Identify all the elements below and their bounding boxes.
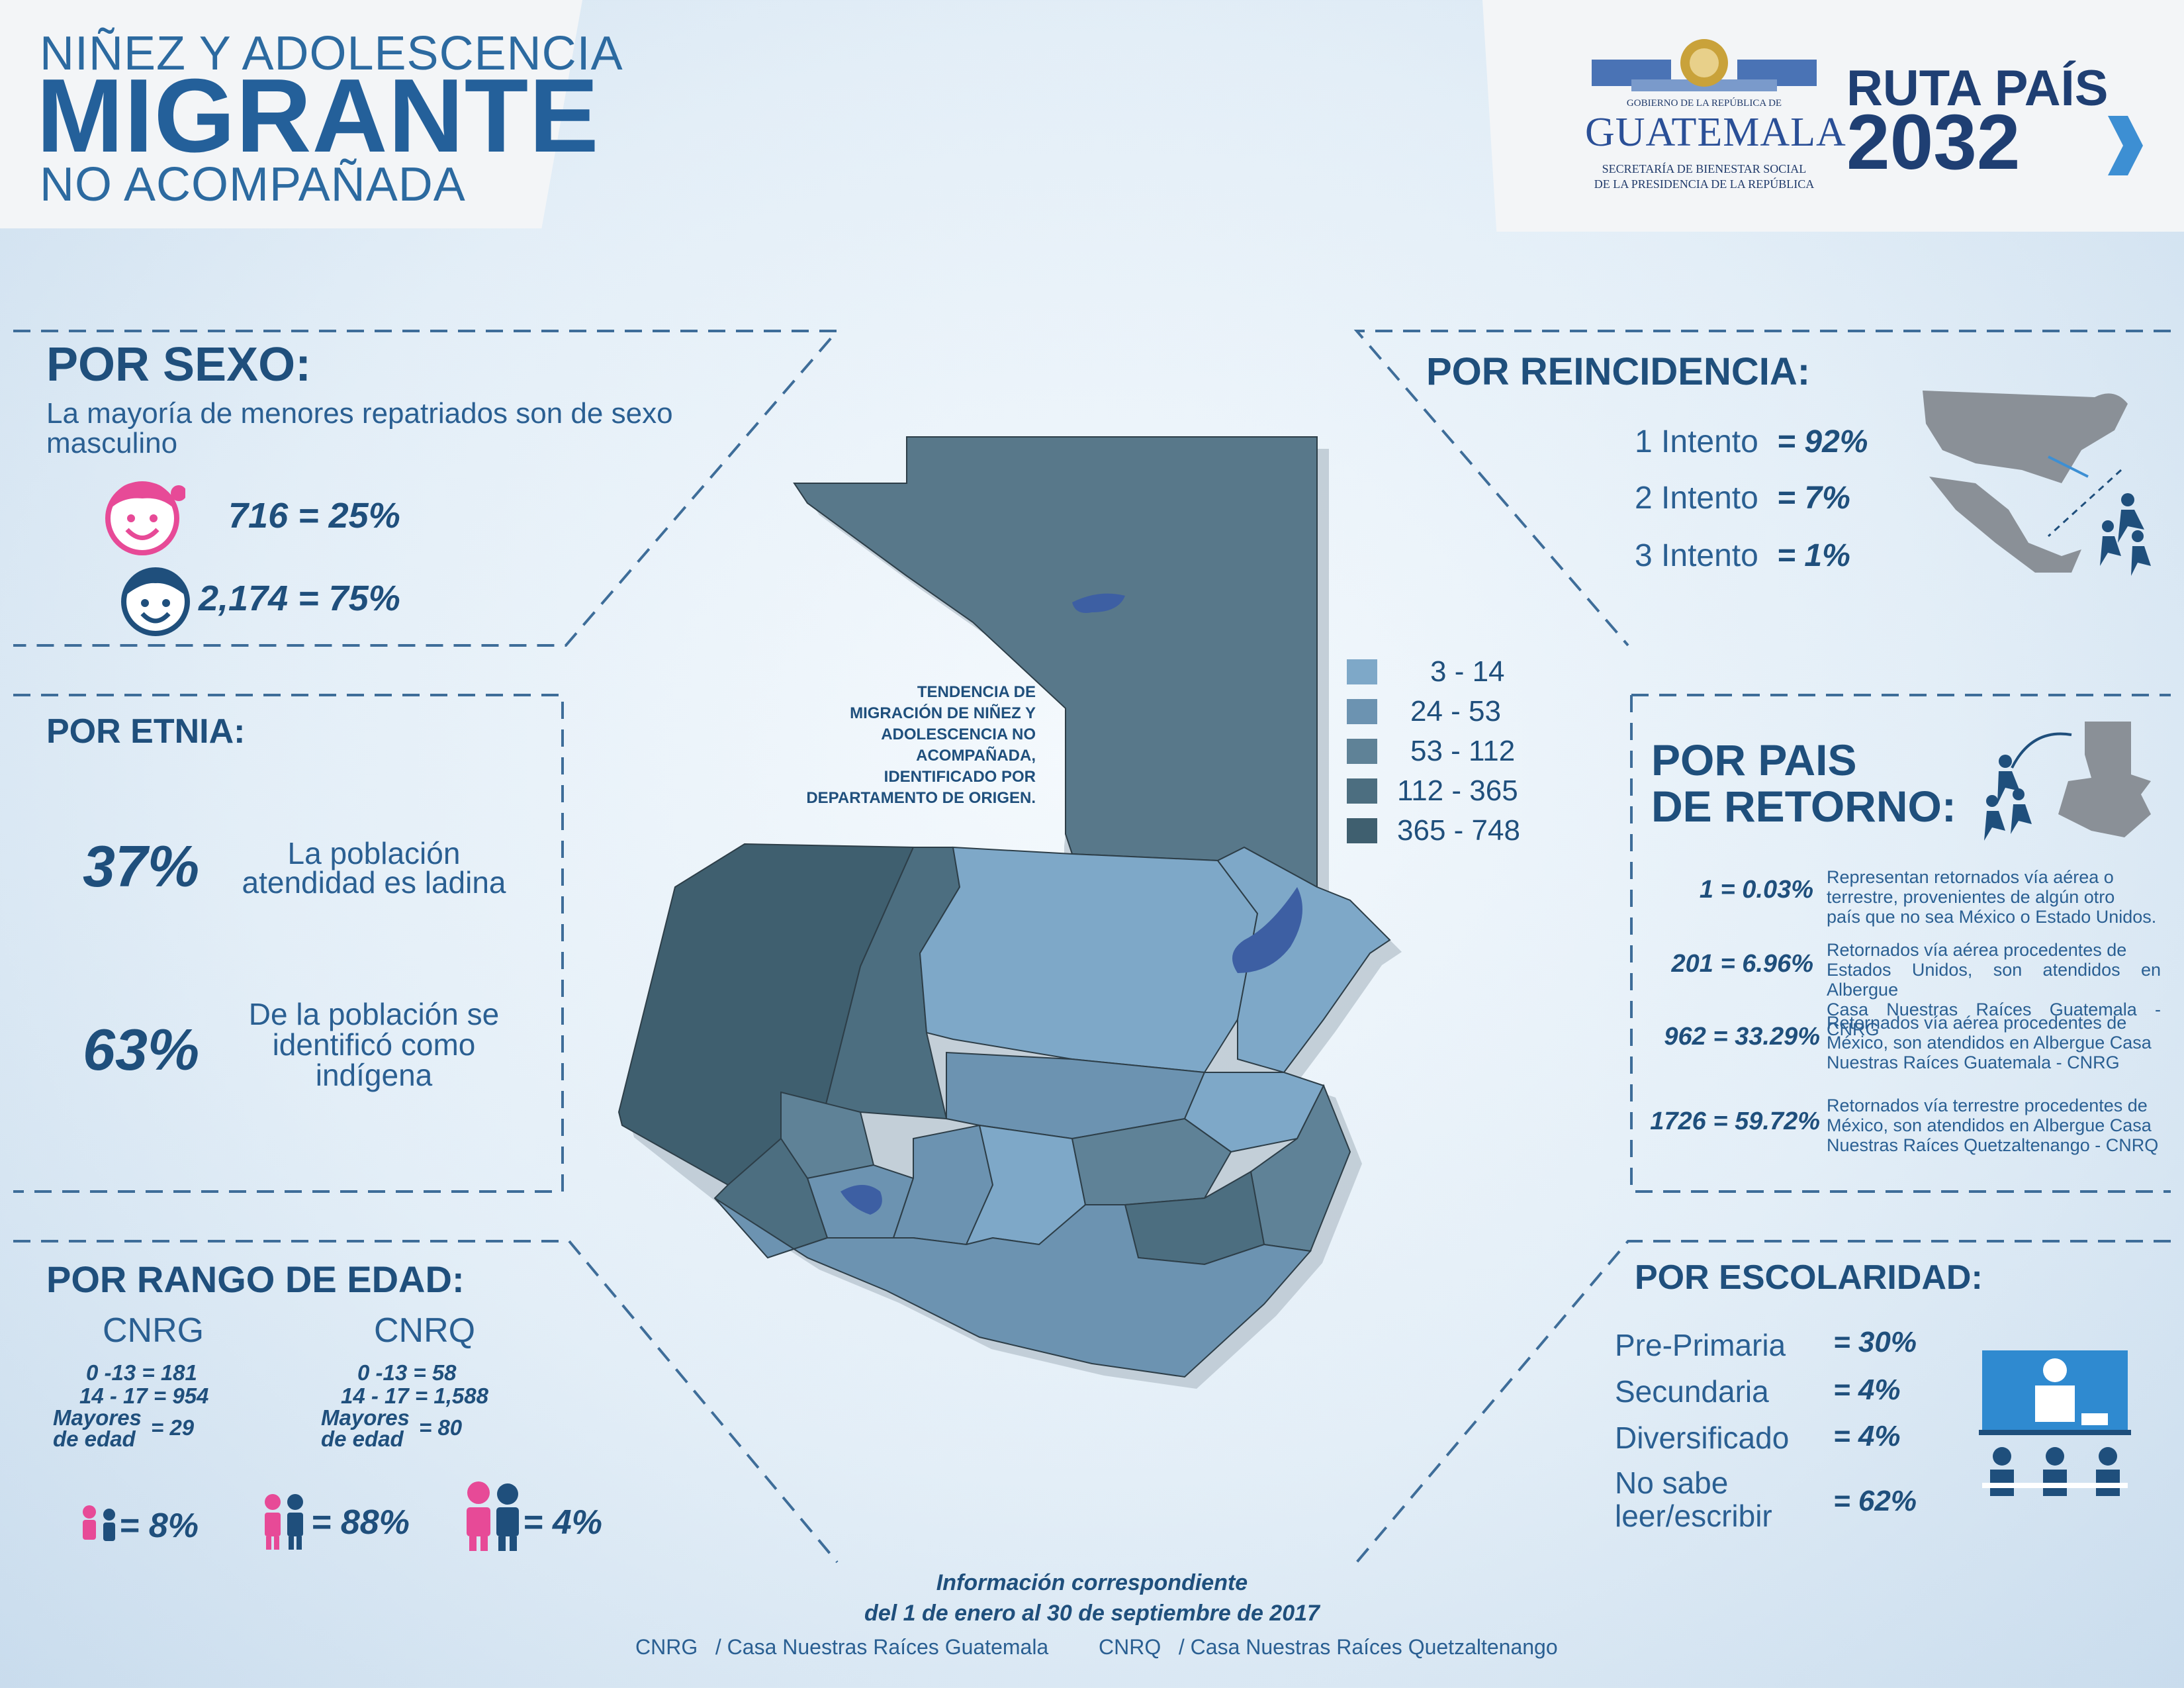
cnrq-range-3v: = 80	[419, 1415, 462, 1440]
adults-icon	[460, 1479, 526, 1552]
retorno-heading-2: DE RETORNO:	[1651, 781, 1956, 831]
cnrg-range-1: 0 -13 = 181	[86, 1360, 197, 1385]
retorno-desc-2a: Retornados vía aérea procedentes de	[1827, 940, 2161, 960]
retorno-stat-3: 962 = 33.29%	[1641, 1023, 1820, 1051]
teen-children-icon	[258, 1493, 311, 1552]
footer-cnrq: CNRQ / Casa Nuestras Raíces Quetzaltenan…	[1099, 1635, 1558, 1660]
escolaridad-label-2: Secundaria	[1615, 1374, 1769, 1409]
footer-cnrg: CNRG / Casa Nuestras Raíces Guatemala	[635, 1635, 1048, 1660]
etnia-pct-1: 37%	[83, 833, 199, 900]
reincidencia-label-3: 3 Intento	[1635, 538, 1758, 574]
escolaridad-value-4: = 62%	[1833, 1485, 1917, 1518]
return-guatemala-icon	[1979, 715, 2177, 847]
legend-label: 24 - 53	[1410, 695, 1501, 728]
legend-swatch	[1347, 818, 1377, 843]
retorno-desc-3c: Nuestras Raíces Guatemala - CNRG	[1827, 1053, 2161, 1072]
escolaridad-value-1: = 30%	[1833, 1326, 1917, 1359]
retorno-desc-4b: México, son atendidos en Albergue Casa	[1827, 1115, 2161, 1135]
legend-swatch	[1347, 699, 1377, 724]
legend-row: 24 - 53	[1347, 695, 1501, 728]
cnrg-label: CNRG	[103, 1311, 204, 1350]
escolaridad-label-1: Pre-Primaria	[1615, 1327, 1786, 1363]
retorno-stat-4: 1726 = 59.72%	[1641, 1107, 1820, 1136]
map-caption-4: ACOMPAÑADA,	[764, 745, 1036, 767]
footer-line-2: del 1 de enero al 30 de septiembre de 20…	[728, 1601, 1456, 1626]
retorno-stat-2: 201 = 6.96%	[1655, 950, 1813, 978]
reincidencia-value-2: = 7%	[1777, 480, 1850, 516]
sexo-heading: POR SEXO:	[46, 338, 311, 392]
retorno-desc-1c: país que no sea México o Estado Unidos.	[1827, 907, 2161, 927]
legend-swatch	[1347, 778, 1377, 804]
legend-row: 3 - 14	[1347, 655, 1505, 688]
escolaridad-heading: POR ESCOLARIDAD:	[1635, 1258, 1983, 1297]
cnrq-range-3b: de edad	[321, 1427, 404, 1452]
age-pct-3: = 4%	[523, 1503, 602, 1542]
region-peten	[794, 437, 1317, 887]
age-pct-2: = 88%	[311, 1503, 410, 1542]
north-america-map-icon	[1916, 384, 2184, 596]
reincidencia-label-2: 2 Intento	[1635, 480, 1758, 516]
map-caption-6: DEPARTAMENTO DE ORIGEN.	[764, 788, 1036, 809]
retorno-desc-4a: Retornados vía terrestre procedentes de	[1827, 1096, 2161, 1115]
map-caption: TENDENCIA DE MIGRACIÓN DE NIÑEZ Y ADOLES…	[764, 682, 1036, 809]
sexo-desc-1: La mayoría de menores repatriados son de…	[46, 397, 673, 430]
legend-label: 53 - 112	[1410, 735, 1515, 768]
etnia-text-2c: indígena	[225, 1057, 523, 1093]
map-caption-1: TENDENCIA DE	[764, 682, 1036, 703]
sexo-desc-2: masculino	[46, 427, 177, 460]
escolaridad-label-3: Diversificado	[1615, 1420, 1789, 1456]
retorno-desc-4c: Nuestras Raíces Quetzaltenango - CNRQ	[1827, 1135, 2161, 1155]
guatemala-map	[609, 424, 1535, 1450]
retorno-desc-4: Retornados vía terrestre procedentes de …	[1827, 1096, 2161, 1155]
female-count: 716 = 25%	[228, 495, 400, 536]
male-count: 2,174 = 75%	[199, 578, 400, 619]
region-alta-verapaz	[920, 847, 1257, 1072]
legend-label: 112 - 365	[1397, 774, 1518, 808]
classroom-icon	[1976, 1347, 2134, 1513]
boy-face-icon	[116, 559, 195, 639]
girl-face-icon	[99, 473, 185, 559]
escolaridad-label-4a: No sabe	[1615, 1465, 1728, 1501]
legend-swatch	[1347, 739, 1377, 764]
reincidencia-value-3: = 1%	[1777, 538, 1850, 574]
cnrq-range-1: 0 -13 = 58	[357, 1360, 457, 1385]
retorno-stat-1: 1 = 0.03%	[1655, 876, 1813, 904]
retorno-desc-3: Retornados vía aérea procedentes de Méxi…	[1827, 1013, 2161, 1072]
reincidencia-heading: POR REINCIDENCIA:	[1426, 350, 1810, 394]
map-caption-5: IDENTIFICADO POR	[764, 767, 1036, 788]
escolaridad-value-3: = 4%	[1833, 1420, 1901, 1453]
retorno-desc-1: Representan retornados vía aérea o terre…	[1827, 867, 2161, 927]
age-pct-1: = 8%	[119, 1506, 199, 1546]
retorno-heading-1: POR PAIS	[1651, 735, 1857, 785]
map-caption-3: ADOLESCENCIA NO	[764, 724, 1036, 745]
retorno-desc-3a: Retornados vía aérea procedentes de	[1827, 1013, 2161, 1033]
cnrg-range-3v: = 29	[151, 1415, 194, 1440]
legend-label: 3 - 14	[1430, 655, 1505, 688]
retorno-desc-3b: México, son atendidos en Albergue Casa	[1827, 1033, 2161, 1053]
cnrg-range-3b: de edad	[53, 1427, 136, 1452]
retorno-desc-2b: Estados Unidos, son atendidos en Albergu…	[1827, 960, 2161, 1000]
edad-heading: POR RANGO DE EDAD:	[46, 1258, 465, 1301]
legend-label: 365 - 748	[1397, 814, 1520, 847]
etnia-heading: POR ETNIA:	[46, 712, 245, 751]
retorno-desc-1a: Representan retornados vía aérea o	[1827, 867, 2161, 887]
etnia-text-1b: atendidad es ladina	[225, 865, 523, 900]
retorno-desc-1b: terrestre, provenientes de algún otro	[1827, 887, 2161, 907]
etnia-pct-2: 63%	[83, 1016, 199, 1084]
footer-line-1: Información correspondiente	[728, 1570, 1456, 1596]
cnrq-label: CNRQ	[374, 1311, 475, 1350]
escolaridad-value-2: = 4%	[1833, 1374, 1901, 1407]
reincidencia-label-1: 1 Intento	[1635, 424, 1758, 460]
legend-row: 53 - 112	[1347, 735, 1515, 768]
map-caption-2: MIGRACIÓN DE NIÑEZ Y	[764, 703, 1036, 724]
legend-swatch	[1347, 659, 1377, 684]
escolaridad-label-4b: leer/escribir	[1615, 1498, 1772, 1534]
small-children-icon	[76, 1503, 122, 1549]
legend-row: 365 - 748	[1347, 814, 1520, 847]
reincidencia-value-1: = 92%	[1777, 424, 1868, 460]
legend-row: 112 - 365	[1347, 774, 1518, 808]
